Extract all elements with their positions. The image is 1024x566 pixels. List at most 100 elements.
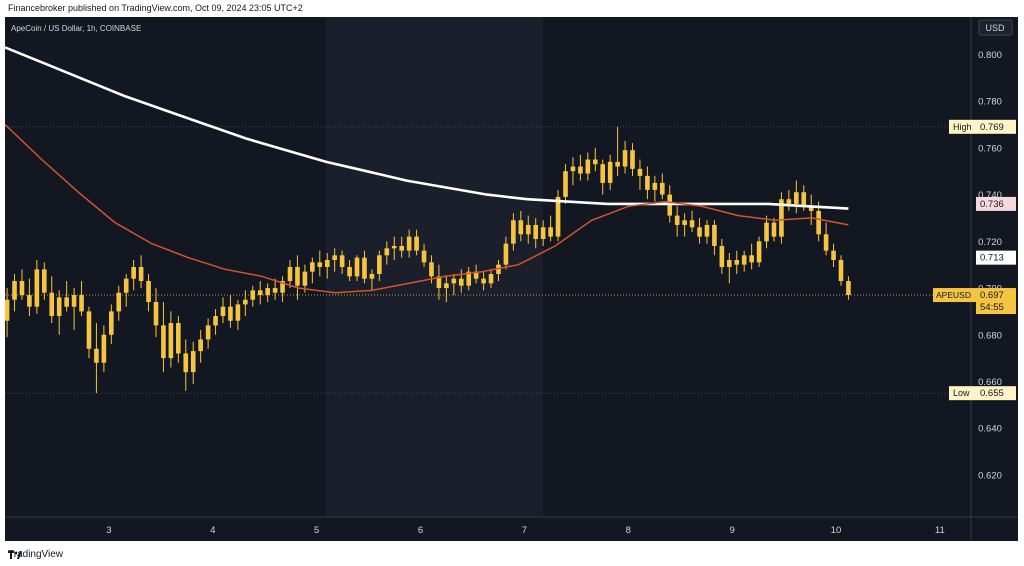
time-tick-label: 9 <box>729 525 734 536</box>
price-tick-label: 0.760 <box>978 143 1002 154</box>
candle-body <box>444 283 449 289</box>
price-tick-label: 0.720 <box>978 237 1002 248</box>
candle-body <box>295 267 300 286</box>
candle-body <box>734 259 740 265</box>
candle-body <box>607 161 613 183</box>
candle-body <box>473 271 479 279</box>
current-symbol-label: APEUSD <box>936 290 971 300</box>
candle-body <box>674 215 680 225</box>
candle-body <box>429 262 434 277</box>
candle-body <box>555 196 561 237</box>
candle-body <box>697 227 702 237</box>
candle-body <box>414 236 419 251</box>
publisher-text: Financebroker published on TradingView.c… <box>8 3 303 13</box>
candle-body <box>570 166 576 172</box>
candle-body <box>451 278 457 284</box>
high-marker: High 0.769 <box>949 119 1016 134</box>
ma-long-value: 0.736 <box>980 199 1004 210</box>
candle-body <box>377 255 382 275</box>
candle-body <box>533 224 539 239</box>
candle-body <box>481 278 486 284</box>
candle-body <box>265 288 270 296</box>
ma-long-line <box>5 46 849 210</box>
candle-body <box>563 171 568 197</box>
ma-short-value: 0.713 <box>980 253 1004 264</box>
tradingview-logo[interactable]: TradingView <box>8 549 63 560</box>
price-chart[interactable]: 0.8000.7800.7600.7400.7200.7000.6800.660… <box>5 17 1018 541</box>
candle-body <box>347 267 352 277</box>
currency-badge[interactable] <box>978 19 1013 36</box>
candle-body <box>637 168 643 176</box>
candle-body <box>808 206 814 211</box>
time-tick-label: 5 <box>314 525 319 536</box>
symbol-info: ApeCoin / US Dollar, 1h, COINBASE <box>11 24 141 33</box>
candle-body <box>756 241 762 263</box>
candle-body <box>391 245 397 249</box>
candle-body <box>659 182 665 195</box>
low-value: 0.655 <box>980 388 1004 399</box>
candle-body <box>183 353 189 373</box>
candle-body <box>27 295 32 307</box>
time-tick-label: 11 <box>935 525 945 536</box>
candle-body <box>518 220 524 235</box>
candles <box>5 126 851 394</box>
price-tick-label: 0.780 <box>978 97 1002 108</box>
candle-body <box>645 175 650 190</box>
candle-body <box>712 224 717 246</box>
candle-body <box>71 295 77 307</box>
candle-body <box>116 292 122 312</box>
candle-body <box>525 224 531 235</box>
candle-body <box>689 220 695 228</box>
candle-body <box>384 248 390 256</box>
candle-body <box>235 304 241 321</box>
time-axis[interactable]: 3 4 5 6 7 8 9 10 11 <box>106 525 945 536</box>
candle-body <box>168 323 174 359</box>
candle-body <box>324 259 330 267</box>
candle-body <box>466 271 472 286</box>
candle-body <box>64 297 69 307</box>
low-marker: Low 0.655 <box>949 386 1016 401</box>
publisher-bar: Financebroker published on TradingView.c… <box>0 0 1024 17</box>
price-axis[interactable]: 0.8000.7800.7600.7400.7200.7000.6800.660… <box>978 50 1002 482</box>
guide-lines <box>5 126 971 394</box>
ma-short-line <box>5 123 849 294</box>
candle-body <box>205 325 211 340</box>
candle-body <box>280 281 285 293</box>
candle-body <box>540 227 546 239</box>
candle-body <box>332 255 337 260</box>
candle-body <box>272 288 278 293</box>
time-tick-label: 4 <box>210 525 215 536</box>
candle-body <box>190 351 196 373</box>
candle-body <box>496 264 501 275</box>
candle-body <box>741 255 747 265</box>
candle-body <box>250 290 256 300</box>
high-label: High <box>953 122 972 132</box>
candle-body <box>243 299 248 305</box>
candle-body <box>198 339 203 352</box>
candle-body <box>287 267 293 282</box>
candle-body <box>123 278 129 293</box>
candle-body <box>109 311 114 335</box>
time-tick-label: 7 <box>522 525 527 536</box>
candle-body <box>816 210 821 235</box>
currency-label: USD <box>985 23 1005 33</box>
candle-body <box>339 255 345 267</box>
price-tick-label: 0.660 <box>978 377 1002 388</box>
candle-body <box>436 276 442 289</box>
ma-short-marker: 0.713 <box>976 250 1016 265</box>
candle-body <box>548 227 553 237</box>
time-tick-label: 8 <box>626 525 631 536</box>
candle-body <box>719 245 725 267</box>
candle-body <box>19 281 25 296</box>
candle-body <box>615 161 620 167</box>
chart-panel[interactable]: 0.8000.7800.7600.7400.7200.7000.6800.660… <box>5 17 1018 541</box>
candle-body <box>153 302 159 326</box>
candle-body <box>823 234 829 251</box>
candle-body <box>79 295 84 312</box>
candle-body <box>726 259 732 267</box>
candle-body <box>213 316 218 326</box>
candle-body <box>503 243 509 265</box>
candle-body <box>801 192 807 207</box>
price-tick-label: 0.620 <box>978 470 1002 481</box>
price-tick-label: 0.640 <box>978 424 1002 435</box>
